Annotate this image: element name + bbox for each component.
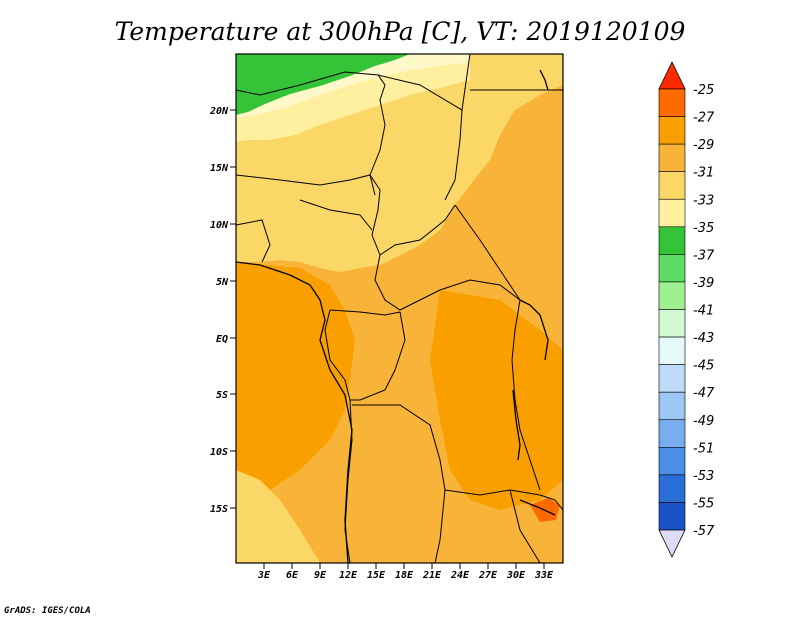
legend-swatch bbox=[658, 88, 686, 117]
legend-label: -39 bbox=[693, 276, 714, 291]
legend-swatch bbox=[658, 391, 686, 421]
x-tick-9e: 9E bbox=[314, 563, 327, 581]
temperature-field bbox=[236, 54, 563, 563]
legend-label: -53 bbox=[693, 469, 714, 484]
legend-swatch bbox=[658, 474, 686, 503]
legend-swatch bbox=[658, 447, 686, 476]
x-tick-12e: 12E bbox=[339, 563, 358, 581]
svg-text:33E: 33E bbox=[534, 570, 554, 581]
y-tick-15n: 15N bbox=[210, 163, 236, 174]
legend-label: -27 bbox=[693, 111, 715, 126]
coastlines bbox=[236, 69, 556, 563]
x-tick-3e: 3E bbox=[257, 563, 271, 581]
svg-text:18E: 18E bbox=[395, 570, 414, 581]
svg-text:15N: 15N bbox=[210, 163, 229, 174]
svg-text:5S: 5S bbox=[216, 390, 228, 401]
legend-label: -51 bbox=[693, 441, 714, 456]
grads-credit: GrADS: IGES/COLA bbox=[4, 606, 91, 616]
color-legend: -25 -27 -29 -31 -33 -35 -37 -39 -41 -43 -45 -47 -49 -… bbox=[658, 61, 715, 558]
legend-label: -45 bbox=[693, 359, 714, 374]
svg-text:10N: 10N bbox=[210, 220, 229, 231]
legend-label: -55 bbox=[693, 496, 714, 511]
legend-cap-bottom bbox=[658, 529, 686, 558]
y-tick-5n: 5N bbox=[216, 277, 236, 288]
x-tick-21e: 21E bbox=[422, 563, 442, 581]
x-tick-18e: 18E bbox=[395, 563, 414, 581]
svg-text:3E: 3E bbox=[257, 570, 271, 581]
x-tick-24e: 24E bbox=[450, 563, 470, 581]
legend-label: -41 bbox=[693, 304, 714, 319]
legend-label: -33 bbox=[693, 193, 714, 208]
x-tick-6e: 6E bbox=[286, 563, 299, 581]
legend-swatch bbox=[658, 336, 686, 365]
legend-label: -25 bbox=[693, 83, 714, 98]
legend-swatch bbox=[658, 254, 686, 283]
y-tick-15s: 15S bbox=[210, 504, 236, 515]
legend-swatch bbox=[658, 143, 686, 172]
svg-text:10S: 10S bbox=[210, 447, 228, 458]
legend-label: -31 bbox=[693, 166, 714, 181]
legend-swatches bbox=[658, 88, 686, 531]
y-tick-10s: 10S bbox=[210, 447, 236, 458]
x-tick-15e: 15E bbox=[367, 563, 386, 581]
y-tick-5s: 5S bbox=[216, 390, 236, 401]
legend-swatch bbox=[658, 116, 686, 145]
svg-text:24E: 24E bbox=[450, 570, 470, 581]
legend-label: -43 bbox=[693, 331, 714, 346]
svg-text:21E: 21E bbox=[422, 570, 442, 581]
legend-label: -29 bbox=[693, 138, 714, 153]
y-tick-20n: 20N bbox=[209, 106, 236, 117]
svg-text:30E: 30E bbox=[506, 570, 526, 581]
x-tick-30e: 30E bbox=[506, 563, 526, 581]
y-tick-eq: EQ bbox=[216, 334, 236, 345]
x-axis: 3E 6E 9E 12E 15E 18E 21E 24E 27E 30E 33E bbox=[257, 563, 554, 581]
legend-swatch bbox=[658, 502, 686, 531]
band-31-southwest bbox=[236, 470, 320, 563]
map-frame bbox=[235, 53, 564, 564]
svg-text:EQ: EQ bbox=[216, 334, 228, 345]
legend-swatch bbox=[658, 281, 686, 310]
y-axis: 20N 15N 10N 5N EQ 5S 10S 15S bbox=[209, 106, 236, 515]
svg-text:27E: 27E bbox=[478, 570, 498, 581]
legend-swatch bbox=[658, 364, 686, 393]
legend-swatch bbox=[658, 226, 686, 255]
x-tick-27e: 27E bbox=[478, 563, 498, 581]
legend-label: -47 bbox=[693, 386, 715, 401]
legend-swatch bbox=[658, 419, 686, 448]
band-29-east bbox=[430, 290, 563, 510]
legend-cap-top bbox=[658, 61, 686, 90]
svg-text:5N: 5N bbox=[216, 277, 229, 288]
legend-swatch bbox=[658, 309, 686, 338]
legend-swatch bbox=[658, 171, 686, 200]
map-panel: 20N 15N 10N 5N EQ 5S 10S 15S 3E 6E 9E 12… bbox=[209, 53, 564, 581]
legend-label: -37 bbox=[693, 248, 715, 263]
svg-text:15S: 15S bbox=[210, 504, 228, 515]
legend-label: -49 bbox=[693, 414, 714, 429]
svg-text:15E: 15E bbox=[367, 570, 386, 581]
legend-label: -57 bbox=[693, 524, 715, 539]
svg-text:6E: 6E bbox=[286, 570, 299, 581]
y-tick-10n: 10N bbox=[210, 220, 236, 231]
legend-labels: -25 -27 -29 -31 -33 -35 -37 -39 -41 -43 -45 -47 -49 -… bbox=[693, 83, 715, 539]
band-37-patch bbox=[236, 54, 410, 115]
x-tick-33e: 33E bbox=[534, 563, 554, 581]
svg-text:20N: 20N bbox=[209, 106, 229, 117]
svg-text:9E: 9E bbox=[314, 570, 327, 581]
legend-swatch bbox=[658, 198, 686, 228]
legend-label: -35 bbox=[693, 221, 714, 236]
figure-title: Temperature at 300hPa [C], VT: 201912010… bbox=[115, 17, 686, 46]
svg-text:12E: 12E bbox=[339, 570, 358, 581]
